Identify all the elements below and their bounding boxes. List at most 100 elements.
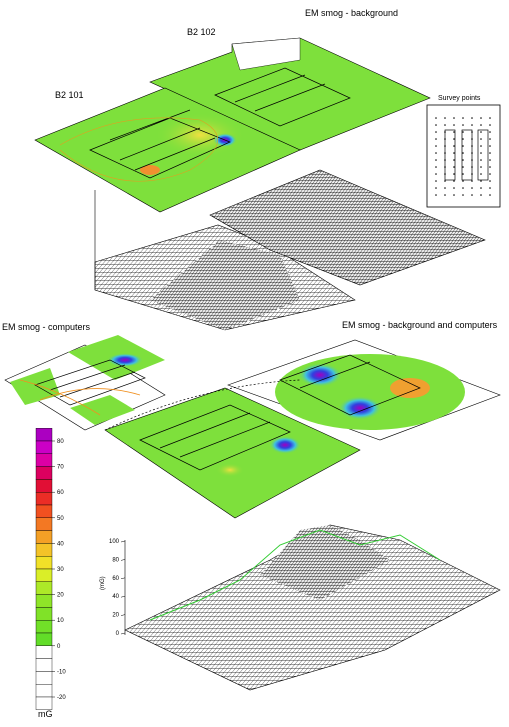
colorbar-band [35,428,53,442]
axis-tick [120,614,126,616]
surface-top [94,169,486,331]
survey-point [489,145,491,147]
survey-point [444,187,446,189]
colorbar-band [35,581,53,595]
axis-tick [120,540,126,543]
survey-point [462,159,464,161]
survey-point [435,117,437,119]
survey-point [444,159,446,161]
colorbar-band [35,658,53,672]
colorbar-band [35,530,53,544]
survey-point [462,166,464,168]
colorbar-band [35,517,53,531]
survey-inset [426,104,501,208]
surface-bottom: 0 20 40 60 80 100 (mG) [100,524,501,691]
survey-point [489,166,491,168]
colorbar: 80 70 60 50 40 30 20 10 0 -10 -20 mG [35,428,66,719]
survey-point [480,131,482,133]
colorbar-band [35,568,53,583]
axis-tick-label: 80 [112,557,119,563]
map-top [34,37,431,213]
axis-unit: (mG) [100,576,106,590]
axis-tick-label: 40 [112,594,119,600]
survey-point [435,138,437,140]
survey-point [444,124,446,126]
survey-point [462,145,464,147]
colorbar-tick-label: 40 [57,541,64,547]
label: EM smog - background and computers [342,320,498,330]
survey-point [480,117,482,119]
survey-point [471,180,473,182]
colorbar-band [35,632,53,647]
survey-point [453,173,455,175]
colorbar-band [35,479,53,493]
map-combined [104,339,501,519]
survey-point [471,138,473,140]
survey-point [471,131,473,133]
colorbar-band [35,645,53,659]
survey-point [462,138,464,140]
colorbar-tick-label: -20 [57,695,66,701]
colorbar-tick-label: 80 [57,439,64,445]
survey-point [435,180,437,182]
colorbar-tick-label: 20 [57,593,64,599]
survey-point [462,124,464,126]
survey-point [435,152,437,154]
axis-tick [120,632,126,635]
survey-point [462,152,464,154]
colorbar-tick-label: -10 [57,669,66,675]
survey-point [435,145,437,147]
label: EM smog - background [305,8,398,18]
survey-point [471,152,473,154]
map-computers [4,335,166,431]
colorbar-tick-label: 70 [57,465,64,471]
survey-point [444,152,446,154]
label: Survey points [438,95,481,102]
survey-point [462,131,464,133]
colorbar-band [35,671,53,685]
colorbar-tick-label: 30 [57,567,64,573]
label: EM smog - computers [2,322,91,332]
survey-point [444,145,446,147]
survey-point [480,152,482,154]
survey-point [471,117,473,119]
survey-point [435,131,437,133]
survey-point [444,166,446,168]
survey-point [453,152,455,154]
survey-point [453,194,455,196]
survey-point [453,138,455,140]
survey-point [435,124,437,126]
axis-tick-label: 100 [109,539,120,545]
survey-point [444,194,446,196]
label: B2 101 [55,90,84,100]
survey-point [453,180,455,182]
survey-point [462,117,464,119]
survey-point [480,187,482,189]
survey-point [480,173,482,175]
survey-point [471,159,473,161]
survey-point [471,173,473,175]
colorbar-band [35,556,53,570]
survey-point [444,117,446,119]
survey-point [462,187,464,189]
survey-point [471,187,473,189]
survey-point [489,117,491,119]
survey-point [489,152,491,154]
survey-point [471,166,473,168]
survey-point [462,180,464,182]
colorbar-band [35,466,53,480]
axis-tick [120,559,126,561]
survey-point [489,131,491,133]
axis-tick [120,577,126,580]
survey-point [471,145,473,147]
survey-point [480,166,482,168]
axis-tick-label: 0 [116,631,120,637]
survey-point [453,145,455,147]
survey-point [489,159,491,161]
colorbar-band [35,684,53,698]
survey-point [444,180,446,182]
survey-point [444,173,446,175]
survey-point [435,159,437,161]
colorbar-band [35,492,53,506]
survey-point [453,117,455,119]
